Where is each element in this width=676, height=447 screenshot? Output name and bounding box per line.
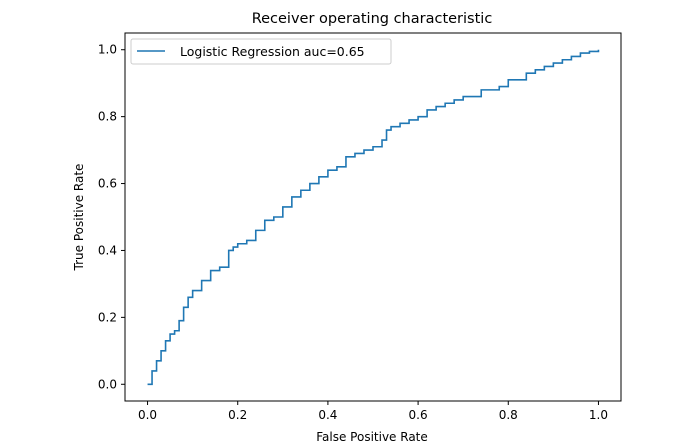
- y-tick-label: 0.4: [98, 243, 117, 257]
- x-axis: 0.0 0.2 0.4 0.6 0.8 1.0: [138, 401, 608, 422]
- axes-frame: [124, 32, 622, 402]
- y-tick-label: 0.0: [98, 377, 117, 391]
- y-axis-label: True Positive Rate: [72, 164, 86, 272]
- legend-entry: Logistic Regression auc=0.65: [180, 44, 365, 59]
- y-tick-label: 1.0: [98, 43, 117, 57]
- legend-box: [130, 38, 392, 65]
- x-tick-label: 0.2: [228, 408, 247, 422]
- x-tick-label: 0.0: [138, 408, 157, 422]
- y-tick-label: 0.2: [98, 310, 117, 324]
- legend: Logistic Regression auc=0.65: [130, 38, 392, 65]
- plot-area: 0.0 0.2 0.4 0.6 0.8 1.0 0.0 0.2 0.4 0.6 0.8 1.0: [98, 32, 622, 422]
- chart-title: Receiver operating characteristic: [252, 11, 493, 27]
- x-axis-label: False Positive Rate: [316, 430, 428, 444]
- y-axis: 0.0 0.2 0.4 0.6 0.8 1.0: [98, 43, 125, 391]
- y-tick-label: 0.6: [98, 177, 117, 191]
- series-line-0: [147, 49, 600, 386]
- x-tick-label: 0.6: [409, 408, 428, 422]
- x-tick-label: 0.8: [499, 408, 518, 422]
- x-tick-label: 0.4: [318, 408, 337, 422]
- x-tick-label: 1.0: [589, 408, 608, 422]
- series-layer: [147, 49, 600, 386]
- y-tick-label: 0.8: [98, 110, 117, 124]
